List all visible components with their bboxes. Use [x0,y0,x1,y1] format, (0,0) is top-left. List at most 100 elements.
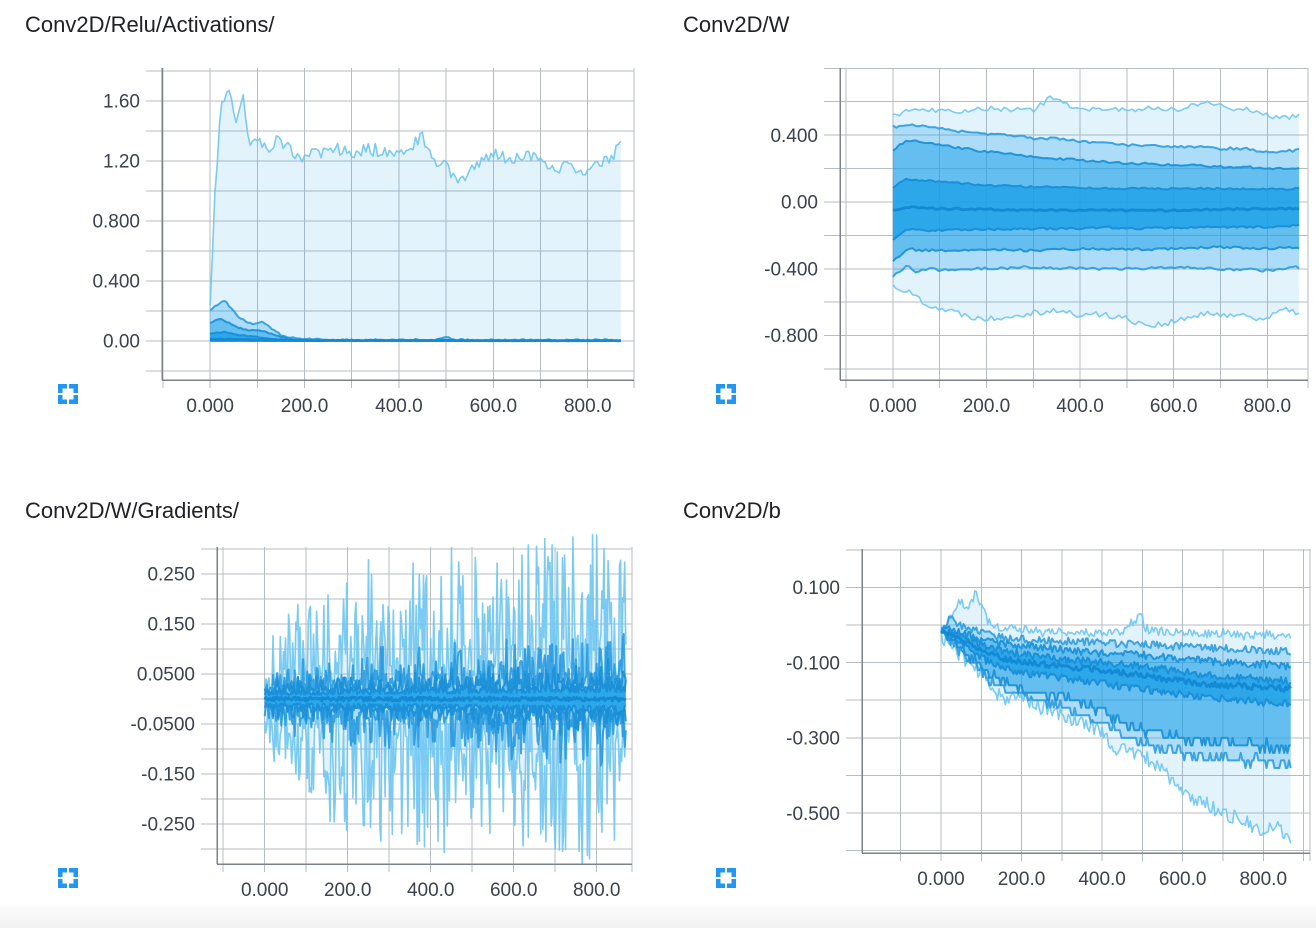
line-p16 [892,245,1300,262]
tick-labels: 0.100 -0.100 -0.300 -0.500 0.000 200.0 400.0 60… [786,578,1287,890]
line-p7 [892,265,1300,278]
chart-card-activations: 1.60 1.20 0.800 0.400 0.00 0.000 200.0 400.0 600… [0,0,658,464]
chart-title: Conv2D/W [683,12,790,37]
percentile-bands [209,89,622,343]
chart-card-weights: 0.400 0.00 -0.400 -0.800 0.000 200.0 400.0 600.… [658,0,1316,464]
y-tick-label: -0.500 [786,804,840,825]
line-p31 [940,630,1292,708]
line-p7 [263,705,627,767]
percentile-bands [892,95,1300,329]
y-tick-label: 1.20 [103,152,140,173]
y-tick-label: 0.250 [147,565,195,586]
expand-chart-button[interactable] [55,382,81,408]
fullscreen-icon [716,868,736,888]
tick-labels: 0.250 0.150 0.0500 -0.0500 -0.150 -0.250 0.000… [131,565,621,901]
line-median [892,205,1300,213]
band-min-max [210,90,621,342]
line-p16 [940,630,1291,754]
percentile-bands [263,533,627,866]
x-tick-label: 800.0 [1244,396,1292,417]
grid-layer [146,68,635,388]
y-tick-label: -0.400 [764,259,818,280]
x-tick-label: 600.0 [490,880,538,901]
line-median [263,695,627,703]
expand-chart-button[interactable] [55,866,81,892]
y-tick-label: 0.00 [103,332,140,353]
fullscreen-icon [58,384,78,404]
line-p84 [892,139,1300,171]
y-tick-label: 0.0500 [137,665,195,686]
x-tick-label: 0.000 [241,880,289,901]
fullscreen-icon [58,868,78,888]
line-p7 [940,630,1292,769]
y-tick-label: -0.800 [764,326,818,347]
x-tick-label: 800.0 [573,880,621,901]
fullscreen-icon [716,384,736,404]
line-p93 [940,615,1292,656]
x-tick-label: 200.0 [963,396,1011,417]
axis-layer [861,549,1310,854]
distribution-chart: 0.250 0.150 0.0500 -0.0500 -0.150 -0.250 0.000… [131,533,633,901]
line-median [940,629,1292,693]
axis-layer [216,547,632,865]
distribution-chart: 1.60 1.20 0.800 0.400 0.00 0.000 200.0 400.0 600… [92,68,635,417]
line-min [263,708,627,866]
y-tick-label: -0.250 [141,815,195,836]
y-tick-label: 0.00 [781,193,818,214]
expand-chart-button[interactable] [713,866,739,892]
x-tick-label: 0.000 [186,396,234,417]
chart-title: Conv2D/W/Gradients/ [25,498,239,523]
y-tick-label: 0.400 [92,272,140,293]
line-median [209,337,621,343]
page-footer-strip [0,905,1316,928]
y-tick-label: 0.150 [147,615,195,636]
line-p84 [940,625,1292,671]
line-min [892,284,1300,329]
distribution-chart: 0.400 0.00 -0.400 -0.800 0.000 200.0 400.0 600.… [764,67,1309,417]
y-tick-label: 0.800 [92,212,140,233]
x-tick-label: 400.0 [407,880,455,901]
y-tick-label: 1.60 [103,92,140,113]
x-tick-label: 600.0 [1150,396,1198,417]
distribution-chart: 0.100 -0.100 -0.300 -0.500 0.000 200.0 400.0 60… [786,549,1311,890]
tick-labels: 1.60 1.20 0.800 0.400 0.00 0.000 200.0 400.0 600… [92,92,611,417]
line-max [940,590,1292,641]
line-p69 [940,628,1292,686]
y-tick-label: -0.0500 [131,715,195,736]
percentile-bands [940,590,1292,844]
y-tick-label: 0.400 [770,126,818,147]
x-tick-label: 800.0 [564,396,612,417]
chart-title: Conv2D/Relu/Activations/ [25,12,275,37]
x-tick-label: 200.0 [281,396,329,417]
line-max [892,95,1300,120]
chart-card-gradients: 0.250 0.150 0.0500 -0.0500 -0.150 -0.250 0.000… [0,464,658,905]
y-tick-label: -0.100 [786,653,840,674]
band-p31-p69 [941,629,1291,707]
line-max [209,89,622,306]
x-tick-label: 400.0 [1056,396,1104,417]
x-tick-label: 200.0 [324,880,372,901]
axis-layer [839,68,1308,381]
x-tick-label: 0.000 [869,396,917,417]
chart-title: Conv2D/b [683,498,781,523]
line-min [940,631,1292,844]
axis-layer [161,68,634,381]
x-tick-label: 400.0 [1078,869,1126,890]
x-tick-label: 600.0 [470,396,518,417]
y-tick-label: -0.300 [786,729,840,750]
line-p69 [892,177,1300,191]
line-p69 [263,675,627,696]
expand-chart-button[interactable] [713,382,739,408]
x-tick-label: 0.000 [917,869,965,890]
grid-layer [846,549,1311,861]
x-tick-label: 600.0 [1159,869,1207,890]
x-tick-label: 200.0 [998,869,1046,890]
chart-card-bias: 0.100 -0.100 -0.300 -0.500 0.000 200.0 400.0 60… [658,464,1316,905]
line-p31 [264,702,626,723]
x-tick-label: 800.0 [1239,869,1287,890]
tick-labels: 0.400 0.00 -0.400 -0.800 0.000 200.0 400.0 600.… [764,126,1291,417]
x-tick-label: 400.0 [375,396,423,417]
line-p31 [892,223,1300,241]
y-tick-label: -0.150 [141,765,195,786]
